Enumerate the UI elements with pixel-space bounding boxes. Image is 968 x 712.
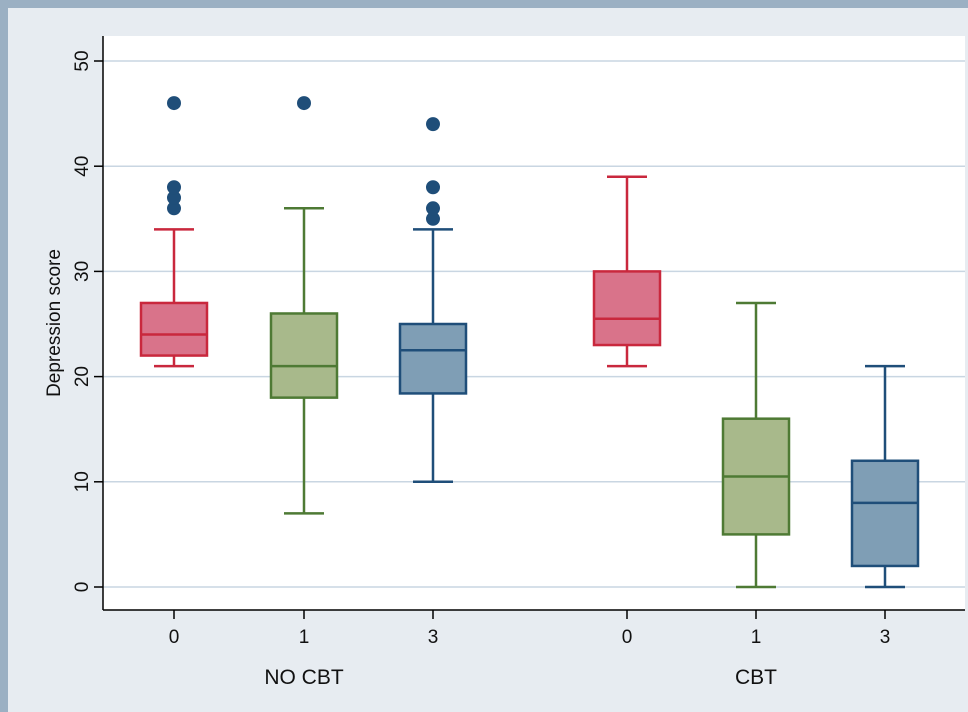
box-iqr	[269, 312, 339, 399]
y-tick-label: 20	[72, 366, 93, 387]
outlier-point	[426, 117, 440, 132]
gridlines	[103, 60, 965, 588]
box-cbt-1	[721, 301, 791, 589]
outlier-point	[426, 180, 440, 195]
box-series	[139, 96, 920, 589]
outlier-point	[167, 190, 181, 205]
group-label: NO CBT	[264, 666, 344, 689]
x-tick-label: 1	[299, 627, 310, 648]
outlier-point	[167, 201, 181, 216]
x-tick-label: 3	[880, 627, 891, 648]
box-iqr	[592, 270, 662, 347]
y-tick-label: 30	[72, 261, 93, 282]
y-axis-label: Depression score	[44, 249, 65, 397]
group-label: CBT	[735, 666, 777, 689]
box-cbt-3	[850, 364, 920, 589]
plot-area	[103, 36, 965, 610]
y-tick-label: 40	[72, 156, 93, 177]
group-labels: NO CBT CBT	[264, 666, 777, 689]
y-axis-ticks: 0 10 20 30 40 50	[72, 50, 103, 592]
box-iqr	[850, 459, 920, 568]
x-tick-label: 1	[751, 627, 762, 648]
box-no-cbt-3	[398, 117, 468, 484]
x-tick-label: 3	[428, 627, 439, 648]
y-tick-label: 0	[72, 582, 93, 593]
box-no-cbt-0	[139, 96, 209, 368]
outlier-point	[167, 96, 181, 111]
box-cbt-0	[592, 175, 662, 368]
x-tick-label: 0	[169, 627, 180, 648]
y-tick-label: 50	[72, 50, 93, 71]
y-tick-label: 10	[72, 471, 93, 492]
box-no-cbt-1	[269, 96, 339, 515]
outlier-point	[426, 211, 440, 226]
x-axis-ticks: 0 1 3 0 1 3	[169, 610, 891, 648]
outlier-point	[426, 201, 440, 216]
outlier-point	[167, 180, 181, 195]
outlier-point	[297, 96, 311, 111]
box-iqr	[139, 301, 209, 357]
box-iqr	[398, 322, 468, 395]
x-tick-label: 0	[622, 627, 633, 648]
